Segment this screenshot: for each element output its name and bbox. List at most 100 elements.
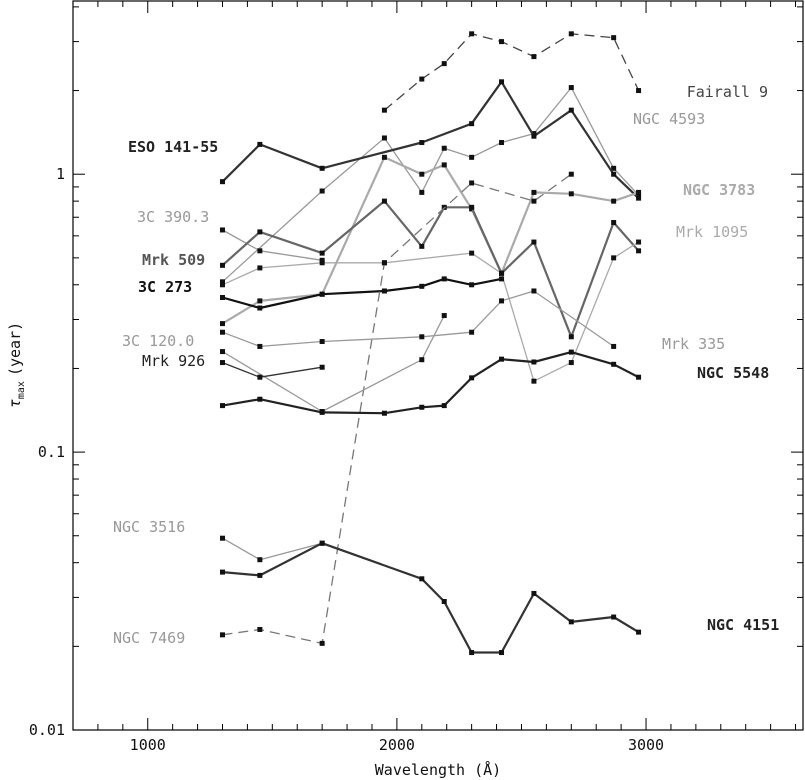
data-point: [499, 39, 505, 45]
data-point: [257, 248, 263, 254]
data-point: [531, 288, 537, 294]
data-point: [319, 250, 325, 256]
data-point: [531, 359, 537, 365]
data-point: [257, 141, 263, 147]
data-point: [499, 79, 505, 85]
series-line-ngc-5548: [222, 351, 640, 415]
data-point: [441, 276, 447, 282]
data-point: [568, 31, 574, 37]
series-ngc-7469: [219, 171, 574, 646]
x-axis-title: Wavelength (Å): [375, 760, 501, 779]
data-point: [469, 375, 475, 381]
label-ngc-4593: NGC 4593: [633, 110, 705, 128]
data-point: [568, 619, 574, 625]
label-3c-390-3: 3C 390.3: [137, 208, 209, 226]
series-layer: [219, 31, 642, 656]
data-point: [441, 162, 447, 168]
data-point: [419, 283, 425, 289]
data-point: [257, 305, 263, 311]
data-point: [219, 262, 225, 268]
data-point: [219, 295, 225, 301]
data-point: [219, 321, 225, 327]
data-point: [257, 298, 263, 304]
series-mrk-335: [219, 288, 617, 349]
series-mrk-926: [219, 360, 325, 380]
data-point: [319, 640, 325, 646]
data-point: [419, 76, 425, 82]
label-mrk-1095: Mrk 1095: [676, 223, 748, 241]
series-labels: Fairall 9 NGC 4593 ESO 141-55 NGC 3783 3C 39…: [113, 83, 779, 647]
data-point: [381, 135, 387, 141]
data-point: [319, 540, 325, 546]
data-point: [381, 107, 387, 113]
data-point: [381, 288, 387, 294]
data-point: [531, 378, 537, 384]
data-point: [568, 171, 574, 177]
data-point: [499, 140, 505, 146]
series-line-mrk-1095: [222, 241, 639, 382]
label-mrk-509: Mrk 509: [142, 251, 205, 269]
data-point: [219, 179, 225, 185]
data-point: [611, 361, 617, 367]
series-line-ngc-7469: [222, 173, 572, 645]
data-point: [441, 145, 447, 151]
data-point: [219, 632, 225, 638]
data-point: [469, 329, 475, 335]
data-point: [636, 374, 642, 380]
label-ngc-3783: NGC 3783: [683, 181, 755, 199]
data-point: [531, 131, 537, 137]
series-line-mrk-926: [222, 361, 323, 378]
data-point: [441, 598, 447, 604]
data-point: [611, 255, 617, 261]
data-point: [441, 313, 447, 319]
y-tick-label: 0.1: [38, 443, 65, 461]
data-point: [219, 349, 225, 355]
data-point: [531, 189, 537, 195]
data-point: [257, 229, 263, 235]
data-point: [319, 409, 325, 415]
series-line-3c-390-3: [222, 229, 323, 261]
data-point: [319, 364, 325, 370]
data-point: [257, 572, 263, 578]
data-point: [319, 339, 325, 345]
y-tick-label: 0.01: [29, 721, 65, 739]
series-3c-390-3: [219, 227, 325, 263]
plot-frame: [72, 0, 804, 731]
data-point: [257, 265, 263, 271]
x-tick-label: 3000: [628, 736, 664, 754]
data-point: [611, 198, 617, 204]
series-ngc-5548: [219, 349, 642, 416]
data-point: [568, 349, 574, 355]
data-point: [381, 198, 387, 204]
series-3c-273: [219, 276, 505, 311]
label-ngc-7469: NGC 7469: [113, 629, 185, 647]
data-point: [531, 54, 537, 60]
data-point: [419, 243, 425, 249]
data-point: [568, 85, 574, 91]
data-point: [419, 140, 425, 146]
data-point: [469, 180, 475, 186]
series-eso-141-55: [219, 79, 642, 201]
label-fairall-9: Fairall 9: [687, 83, 768, 101]
data-point: [531, 590, 537, 596]
data-point: [469, 282, 475, 288]
series-line-mrk-335: [222, 290, 614, 348]
series-line-ngc-3516: [222, 537, 323, 561]
data-point: [419, 171, 425, 177]
data-point: [531, 198, 537, 204]
label-ngc-3516: NGC 3516: [113, 518, 185, 536]
data-point: [419, 189, 425, 195]
series-3c-120-0: [219, 313, 447, 414]
label-3c-120-0: 3C 120.0: [122, 332, 194, 350]
data-point: [499, 276, 505, 282]
label-mrk-335: Mrk 335: [662, 335, 725, 353]
data-point: [611, 220, 617, 226]
data-point: [381, 260, 387, 266]
data-point: [531, 133, 537, 139]
data-point: [469, 204, 475, 210]
tick-labels: 1000 2000 3000 0.01 0.1 1: [29, 165, 664, 754]
data-point: [219, 569, 225, 575]
data-point: [219, 279, 225, 285]
label-3c-273: 3C 273: [138, 278, 192, 296]
